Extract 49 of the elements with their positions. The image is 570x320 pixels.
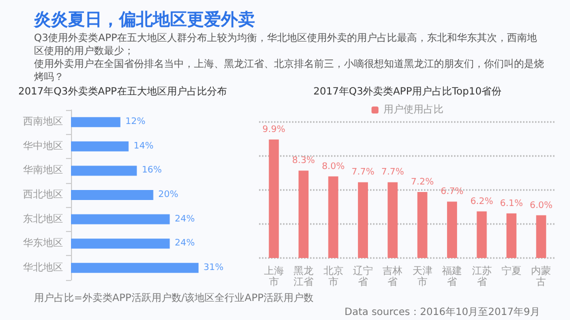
data-label: 24% <box>174 214 196 224</box>
data-label: 12% <box>125 117 146 128</box>
data-label: 6.2% <box>470 196 494 207</box>
y-tick-label: 西南地区 <box>23 116 63 128</box>
x-tick-label: 吉林省 <box>382 265 403 288</box>
data-label: 7.7% <box>381 168 405 178</box>
x-tick-label: 上海市 <box>264 265 284 288</box>
text: 使用外卖用户在全国省份排名当中，上海、黑龙江省、北京排名前三，小嘀很想知道黑龙江的朋友们，你们叫的是烧烤吗？ <box>34 58 544 84</box>
data-label: 6.7% <box>440 187 464 198</box>
data-label: 16% <box>142 166 162 176</box>
text: 炎炎夏日，偏北地区更爱外卖 <box>34 9 255 31</box>
data-label: 8.3% <box>292 156 316 166</box>
chart-title: 2017年Q3外卖类APP用户占比Top10省份 <box>313 86 502 98</box>
bar <box>71 238 170 249</box>
y-tick-label: 东北地区 <box>23 212 63 225</box>
text: Data sources：2016年10月至2017年9月 <box>344 306 540 319</box>
data-label: 24% <box>174 238 196 249</box>
chart-title: 2017年Q3外卖类APP在五大地区用户占比分布 <box>18 86 227 98</box>
bar <box>71 166 137 176</box>
data-label: 31% <box>204 262 224 273</box>
data-label: 9.9% <box>262 124 286 135</box>
data-label: 7.2% <box>410 177 434 188</box>
x-tick-label: 天津市 <box>412 265 432 288</box>
y-tick-label: 华北地区 <box>23 261 63 274</box>
data-label: 14% <box>134 141 154 152</box>
bar <box>71 214 170 224</box>
legend-label: 用户使用占比 <box>384 104 444 116</box>
x-tick-label: 内蒙古 <box>531 265 552 288</box>
bar <box>71 117 120 128</box>
data-label: 8.0% <box>322 162 346 172</box>
bar <box>71 262 199 273</box>
data-label: 20% <box>158 190 179 200</box>
x-tick-label: 辽宁省 <box>352 265 373 288</box>
y-tick-label: 华南地区 <box>23 164 63 176</box>
y-tick-label: 华中地区 <box>23 140 63 152</box>
text: Q3使用外卖类APP在五大地区人群分布上较为均衡，华北地区使用外卖的用户占比最高，东北和华东其次，西南地区使用的用户数最少； <box>34 32 538 58</box>
data-label: 6.1% <box>500 198 524 209</box>
x-tick-label: 宁夏 <box>501 265 522 277</box>
data-label: 7.7% <box>352 168 375 178</box>
bar <box>71 141 129 152</box>
data-label: 6.0% <box>530 200 554 211</box>
x-tick-label: 黑龙江省 <box>294 265 314 288</box>
y-tick-label: 华东地区 <box>23 237 63 250</box>
y-tick-label: 西北地区 <box>23 188 63 200</box>
x-tick-label: 北京市 <box>323 265 344 288</box>
x-tick-label: 江苏省 <box>472 265 492 288</box>
text: 用户占比=外卖类APP活跃用户数/该地区全行业APP活跃用户数 <box>34 292 314 305</box>
bar <box>71 190 154 200</box>
x-tick-label: 福建省 <box>442 265 462 288</box>
